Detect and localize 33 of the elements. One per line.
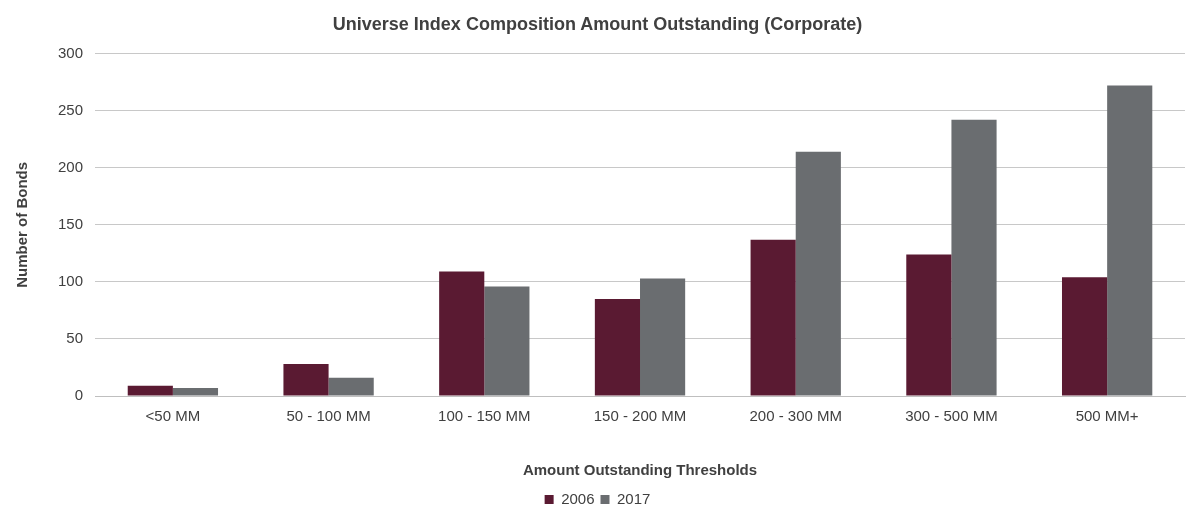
bar — [484, 286, 530, 396]
x-tick-label: 500 MM+ — [1075, 407, 1139, 425]
y-tick-label: 0 — [74, 386, 84, 404]
x-tick-label: 100 - 150 MM — [438, 407, 531, 425]
bar — [640, 278, 686, 396]
bar — [951, 119, 997, 396]
y-axis-title: Number of Bonds — [13, 161, 31, 288]
legend-label: 2017 — [617, 489, 651, 507]
bar — [795, 151, 841, 396]
x-tick-label: 200 - 300 MM — [749, 407, 842, 425]
bar — [328, 377, 374, 396]
y-tick-label: 150 — [58, 214, 84, 232]
chart-title: Universe Index Composition Amount Outstanding (Corporate) — [332, 13, 863, 34]
x-tick-label: <50 MM — [145, 407, 201, 425]
x-tick-label: 150 - 200 MM — [593, 407, 687, 425]
bar — [172, 388, 219, 396]
bar — [1107, 85, 1153, 396]
bar — [906, 254, 952, 396]
y-tick-label: 250 — [58, 100, 84, 118]
bar — [750, 239, 796, 396]
x-tick-label: 300 - 500 MM — [905, 407, 998, 425]
bar — [127, 385, 173, 396]
bar — [439, 271, 485, 396]
y-tick-label: 300 — [58, 43, 84, 61]
bar — [1061, 277, 1108, 396]
y-tick-label: 100 — [58, 272, 84, 290]
y-tick-label: 200 — [58, 157, 84, 175]
x-tick-label: 50 - 100 MM — [286, 407, 371, 425]
x-axis-title: Amount Outstanding Thresholds — [522, 461, 758, 479]
bar — [594, 298, 641, 396]
bar — [283, 364, 329, 396]
y-tick-label: 50 — [66, 329, 84, 347]
legend-label: 2006 — [561, 489, 595, 507]
